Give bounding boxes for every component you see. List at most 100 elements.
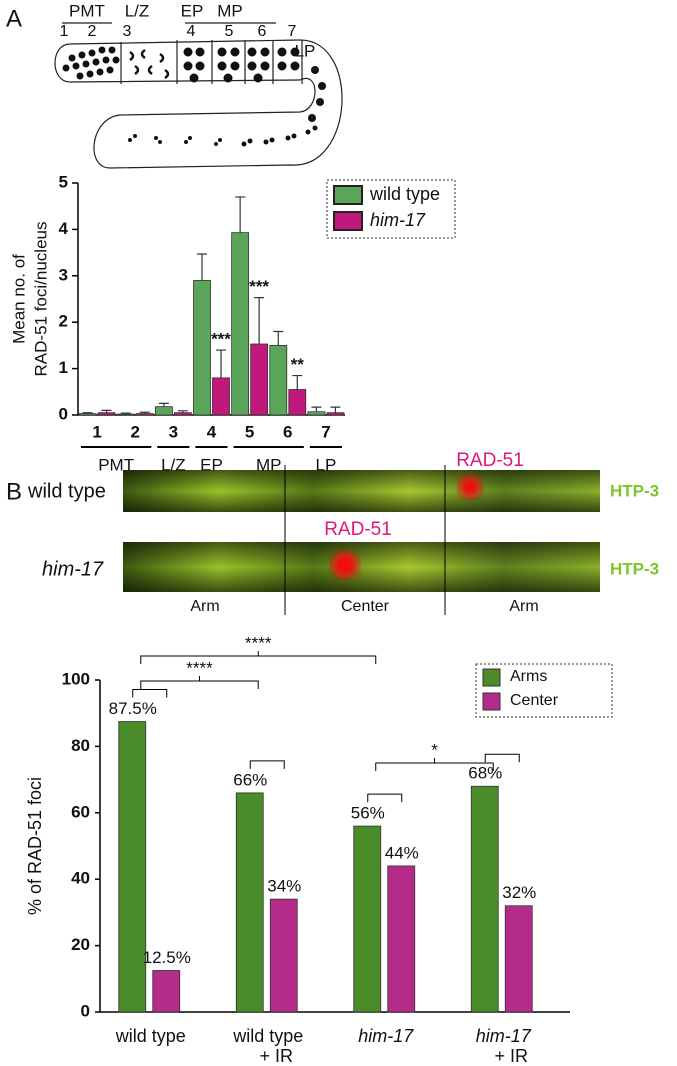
region-label: Arm bbox=[509, 598, 538, 615]
significance: *** bbox=[249, 277, 269, 296]
group-label: PMT bbox=[98, 455, 134, 474]
error-bar bbox=[82, 412, 93, 414]
bar bbox=[269, 898, 298, 1013]
value-label: 66% bbox=[233, 770, 267, 789]
x-tick-label: 1 bbox=[92, 422, 101, 441]
legend-box bbox=[475, 663, 613, 718]
bar bbox=[250, 343, 269, 416]
group-bracket bbox=[132, 689, 168, 698]
stain-label: HTP-3 bbox=[610, 559, 659, 578]
error-bar bbox=[101, 409, 112, 413]
bar bbox=[307, 411, 326, 416]
region-label: Arm bbox=[190, 598, 219, 615]
stain-label: HTP-3 bbox=[610, 481, 659, 500]
x-tick-label: 6 bbox=[283, 422, 292, 441]
bar bbox=[235, 792, 264, 1013]
significance: * bbox=[431, 740, 438, 759]
x-tick-label: wild type bbox=[232, 1026, 303, 1046]
group-bracket bbox=[249, 760, 285, 769]
y-axis-title: RAD-51 foci/nucleus bbox=[31, 222, 50, 377]
nuclei bbox=[62, 46, 326, 147]
zone-label: 2 bbox=[88, 23, 97, 40]
group-bracket bbox=[484, 753, 520, 763]
y-axis-title: % of RAD-51 foci bbox=[25, 777, 45, 915]
region-label: EP bbox=[181, 1, 204, 20]
error-bar bbox=[254, 297, 265, 345]
x-tick-label: + IR bbox=[494, 1046, 528, 1066]
legend-swatch bbox=[482, 692, 501, 711]
legend-label: him-17 bbox=[370, 210, 426, 230]
x-tick-label: him-17 bbox=[476, 1026, 532, 1046]
zone-label: 5 bbox=[225, 23, 234, 40]
zone-label: 3 bbox=[123, 23, 132, 40]
zone-label: 1 bbox=[60, 23, 69, 40]
crescents bbox=[129, 48, 170, 80]
y-tick-label: 80 bbox=[71, 736, 90, 755]
error-bar bbox=[311, 406, 322, 412]
error-bar bbox=[216, 349, 226, 378]
bar bbox=[173, 412, 192, 416]
bar bbox=[470, 785, 499, 1013]
value-label: 44% bbox=[385, 843, 419, 862]
y-axis-title: Mean no. of bbox=[9, 254, 28, 344]
bar bbox=[193, 280, 211, 416]
error-bar bbox=[177, 410, 188, 413]
error-bar bbox=[139, 411, 150, 414]
y-tick-label: 4 bbox=[59, 219, 69, 238]
significance: **** bbox=[245, 633, 272, 652]
foci-label: RAD-51 bbox=[324, 519, 392, 540]
legend-label: Arms bbox=[510, 668, 547, 685]
comparison-bracket bbox=[140, 651, 377, 664]
zone-label: 6 bbox=[258, 23, 267, 40]
zone-label: 7 bbox=[288, 23, 297, 40]
error-bar bbox=[292, 374, 303, 390]
y-tick-label: 2 bbox=[59, 312, 68, 331]
bar bbox=[78, 413, 97, 416]
significance: **** bbox=[186, 658, 213, 677]
foci-label: RAD-51 bbox=[456, 450, 524, 471]
gonad-diagram bbox=[54, 22, 343, 169]
region-label: Center bbox=[341, 598, 390, 615]
y-tick-label: 20 bbox=[71, 935, 90, 954]
legend-swatch bbox=[482, 668, 501, 687]
y-tick-label: 0 bbox=[81, 1001, 90, 1020]
bar bbox=[135, 413, 154, 416]
y-tick-label: 100 bbox=[62, 669, 90, 688]
row-label: him-17 bbox=[42, 558, 104, 580]
error-bar bbox=[120, 412, 131, 415]
group-bracket bbox=[367, 793, 403, 803]
region-label: L/Z bbox=[125, 1, 150, 20]
bar bbox=[212, 377, 230, 416]
value-label: 56% bbox=[351, 804, 385, 823]
error-bar bbox=[273, 330, 284, 346]
zone-label: 4 bbox=[187, 23, 196, 40]
x-tick-label: 7 bbox=[321, 422, 330, 441]
bar bbox=[504, 905, 533, 1013]
comparison-bracket bbox=[375, 758, 494, 771]
y-tick-label: 1 bbox=[59, 358, 68, 377]
region-label: LP bbox=[295, 41, 316, 60]
comparison-bracket bbox=[140, 676, 259, 689]
micrograph bbox=[123, 465, 600, 615]
significance: *** bbox=[211, 330, 231, 349]
legend-label: Center bbox=[510, 692, 559, 709]
x-tick-label: 2 bbox=[130, 422, 139, 441]
bar bbox=[152, 970, 181, 1013]
bar bbox=[118, 721, 147, 1013]
y-tick-label: 0 bbox=[59, 404, 68, 423]
value-label: 12.5% bbox=[143, 948, 191, 967]
panel-label: B bbox=[6, 478, 22, 505]
x-tick-label: 4 bbox=[207, 422, 217, 441]
value-label: 34% bbox=[267, 877, 301, 896]
bar bbox=[387, 865, 416, 1013]
significance: ** bbox=[291, 355, 305, 374]
bar bbox=[353, 825, 382, 1013]
region-label: MP bbox=[217, 1, 243, 20]
error-bar bbox=[235, 196, 246, 233]
group-label: L/Z bbox=[161, 455, 186, 474]
x-tick-label: + IR bbox=[259, 1046, 293, 1066]
y-tick-label: 60 bbox=[71, 802, 90, 821]
bar bbox=[116, 413, 135, 416]
row-label: wild type bbox=[27, 480, 106, 502]
